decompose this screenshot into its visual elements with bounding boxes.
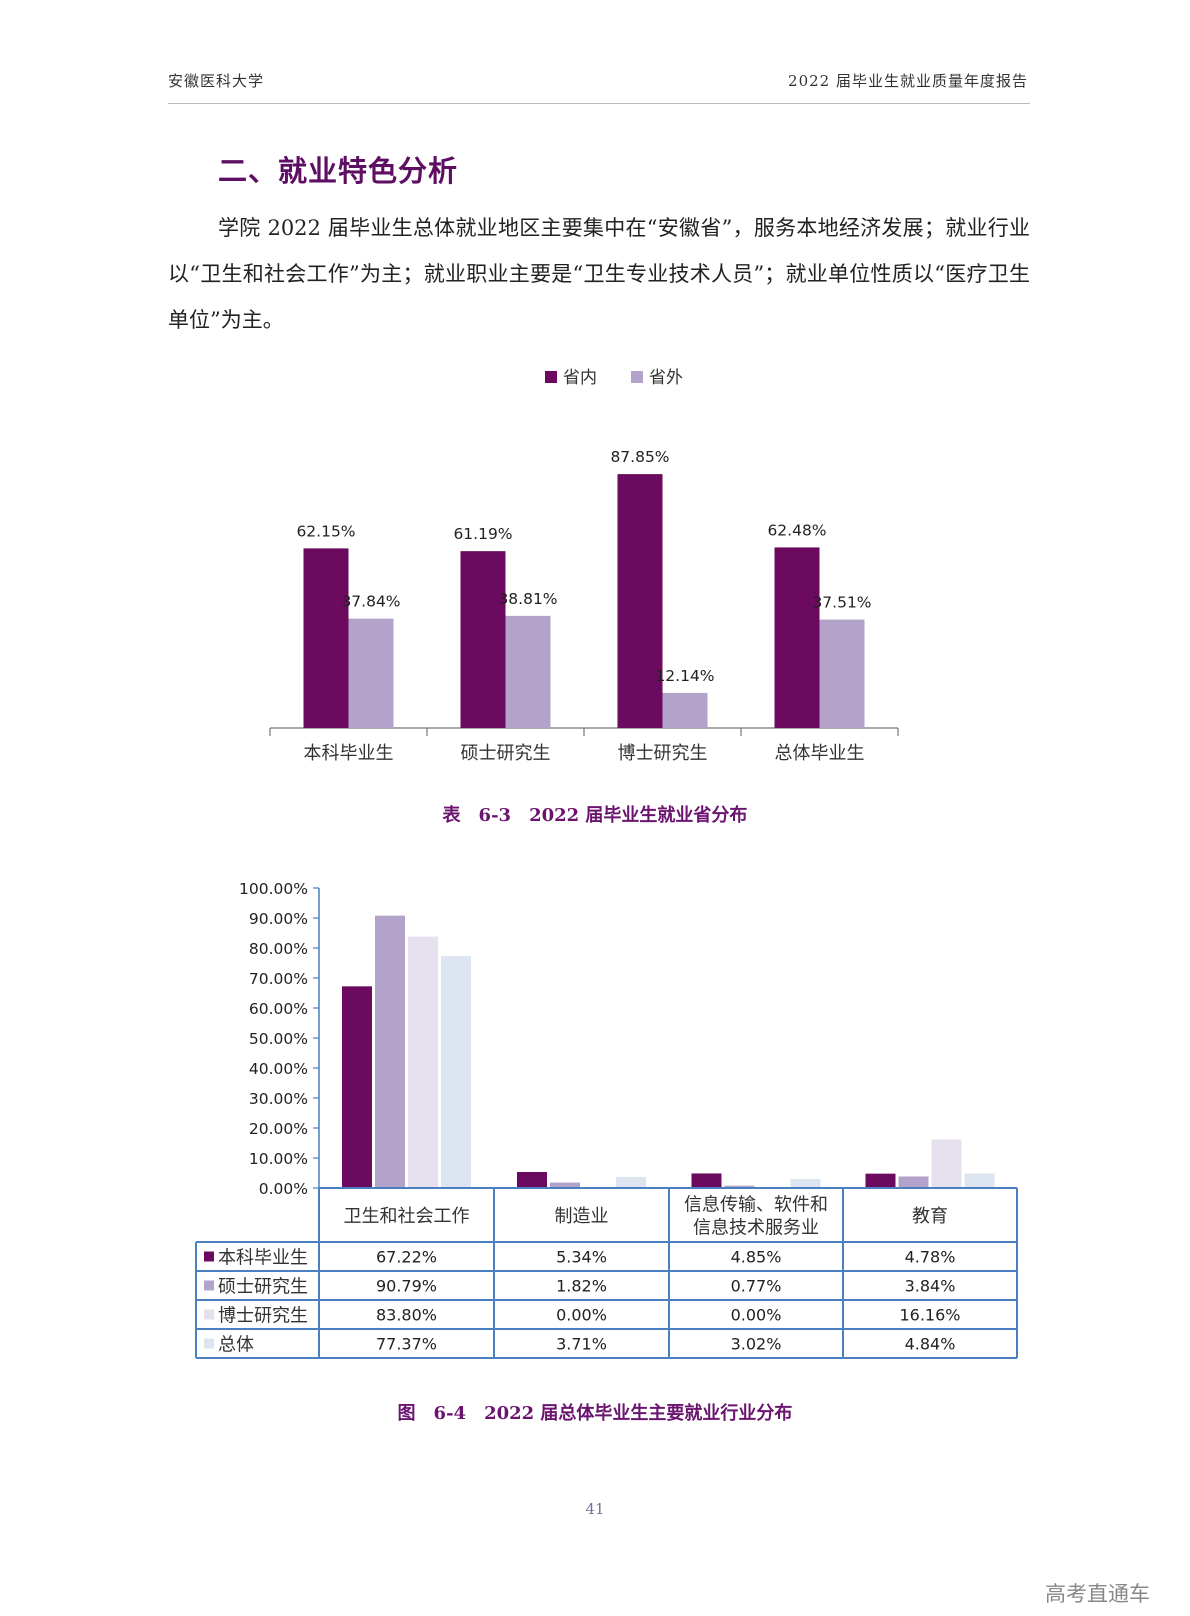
province-distribution-chart: 省内 省外 62.15% 37.84% 本科毕业生 61.19% 38.81% 硕士研究生 87… bbox=[269, 368, 899, 764]
bar-0-3 bbox=[774, 547, 820, 728]
body-paragraph: 学院 2022 届毕业生总体就业地区主要集中在“安徽省”，服务本地经济发展；就业… bbox=[168, 216, 1030, 332]
table-row-label: 总体 bbox=[218, 1335, 254, 1356]
table-cell: 3.02% bbox=[731, 1335, 782, 1354]
bar-0-0 bbox=[303, 548, 349, 728]
header-rule bbox=[168, 103, 1030, 104]
y-tick-label: 80.00% bbox=[249, 940, 308, 958]
x-tick-label: 硕士研究生 bbox=[461, 743, 551, 764]
data-label: 62.48% bbox=[767, 521, 826, 539]
caption-table-6-3: 表 6-3 2022 届毕业生就业省分布 bbox=[442, 805, 748, 826]
legend-swatch-0 bbox=[545, 371, 557, 383]
header-right: 2022 届毕业生就业质量年度报告 bbox=[788, 72, 1028, 90]
bar-0-1 bbox=[460, 551, 506, 728]
data-label: 12.14% bbox=[655, 667, 714, 685]
x-tick-label: 总体毕业生 bbox=[775, 743, 865, 764]
table-legend-swatch bbox=[204, 1280, 214, 1291]
bar-0-2 bbox=[617, 474, 663, 728]
table-cell: 16.16% bbox=[899, 1306, 960, 1325]
x-tick-label: 博士研究生 bbox=[618, 743, 708, 764]
table-row-label: 博士研究生 bbox=[218, 1306, 308, 1327]
table-legend-swatch bbox=[204, 1251, 214, 1262]
bar-1-1 bbox=[550, 1182, 580, 1188]
table-row-label: 本科毕业生 bbox=[218, 1248, 308, 1269]
legend-label-0: 省内 bbox=[563, 368, 597, 388]
y-tick-label: 30.00% bbox=[249, 1090, 308, 1108]
bar-1-1 bbox=[505, 615, 551, 728]
y-tick-label: 50.00% bbox=[249, 1030, 308, 1048]
x-tick-label: 本科毕业生 bbox=[304, 743, 394, 764]
table-cell: 0.00% bbox=[556, 1306, 607, 1325]
table-cell: 0.00% bbox=[731, 1306, 782, 1325]
section-title: 二、就业特色分析 bbox=[218, 154, 459, 188]
bar-1-2 bbox=[724, 1185, 755, 1188]
industry-distribution-chart: 0.00% 10.00% 20.00% 30.00% 40.00% 50.00% 60.00… bbox=[195, 880, 1018, 1359]
table-header-label: 信息技术服务业 bbox=[693, 1218, 819, 1239]
y-tick-label: 40.00% bbox=[249, 1060, 308, 1078]
table-cell: 77.37% bbox=[376, 1335, 437, 1354]
legend-label-1: 省外 bbox=[649, 368, 683, 388]
table-header-label: 教育 bbox=[912, 1206, 948, 1227]
table-cell: 5.34% bbox=[556, 1248, 607, 1267]
bar-3-0 bbox=[441, 955, 471, 1188]
header-left: 安徽医科大学 bbox=[168, 72, 265, 90]
table-cell: 1.82% bbox=[556, 1277, 607, 1296]
legend-swatch-1 bbox=[631, 371, 643, 383]
bar-0-0 bbox=[342, 986, 372, 1188]
table-legend-swatch bbox=[204, 1338, 214, 1349]
y-tick-label: 90.00% bbox=[249, 910, 308, 928]
bar-0-3 bbox=[865, 1173, 896, 1188]
data-label: 38.81% bbox=[498, 590, 557, 608]
bar-1-3 bbox=[898, 1176, 929, 1188]
y-tick-label: 0.00% bbox=[259, 1180, 308, 1198]
bar-0-1 bbox=[517, 1171, 547, 1188]
bar-1-0 bbox=[348, 618, 394, 728]
y-tick-label: 70.00% bbox=[249, 970, 308, 988]
bar-1-3 bbox=[819, 619, 865, 728]
table-header-label: 卫生和社会工作 bbox=[344, 1206, 470, 1227]
table-legend-swatch bbox=[204, 1309, 214, 1320]
table-cell: 3.84% bbox=[905, 1277, 956, 1296]
y-tick-label: 100.00% bbox=[239, 880, 308, 898]
table-header-label: 信息传输、软件和 bbox=[684, 1195, 828, 1216]
bar-2-3 bbox=[931, 1139, 962, 1188]
data-label: 37.51% bbox=[812, 594, 871, 612]
table-cell: 0.77% bbox=[731, 1277, 782, 1296]
table-header-label: 制造业 bbox=[555, 1206, 609, 1227]
table-cell: 67.22% bbox=[376, 1248, 437, 1267]
table-cell: 83.80% bbox=[376, 1306, 437, 1325]
y-tick-label: 10.00% bbox=[249, 1150, 308, 1168]
page-number: 41 bbox=[585, 1500, 605, 1518]
bar-3-3 bbox=[964, 1173, 995, 1188]
data-label: 61.19% bbox=[453, 525, 512, 543]
watermark: 高考直通车 bbox=[1045, 1582, 1150, 1606]
bar-0-2 bbox=[691, 1173, 722, 1188]
caption-figure-6-4: 图 6-4 2022 届总体毕业生主要就业行业分布 bbox=[397, 1403, 793, 1424]
bar-2-0 bbox=[408, 936, 438, 1188]
bar-3-2 bbox=[790, 1178, 821, 1188]
y-tick-label: 20.00% bbox=[249, 1120, 308, 1138]
table-cell: 3.71% bbox=[556, 1335, 607, 1354]
table-cell: 90.79% bbox=[376, 1277, 437, 1296]
bar-1-0 bbox=[375, 915, 405, 1188]
data-label: 87.85% bbox=[610, 448, 669, 466]
table-cell: 4.84% bbox=[905, 1335, 956, 1354]
table-row-label: 硕士研究生 bbox=[218, 1277, 308, 1298]
table-cell: 4.85% bbox=[731, 1248, 782, 1267]
y-tick-label: 60.00% bbox=[249, 1000, 308, 1018]
data-label: 37.84% bbox=[341, 593, 400, 611]
bar-3-1 bbox=[616, 1176, 646, 1188]
table-cell: 4.78% bbox=[905, 1248, 956, 1267]
bar-1-2 bbox=[662, 692, 708, 728]
data-label: 62.15% bbox=[296, 522, 355, 540]
